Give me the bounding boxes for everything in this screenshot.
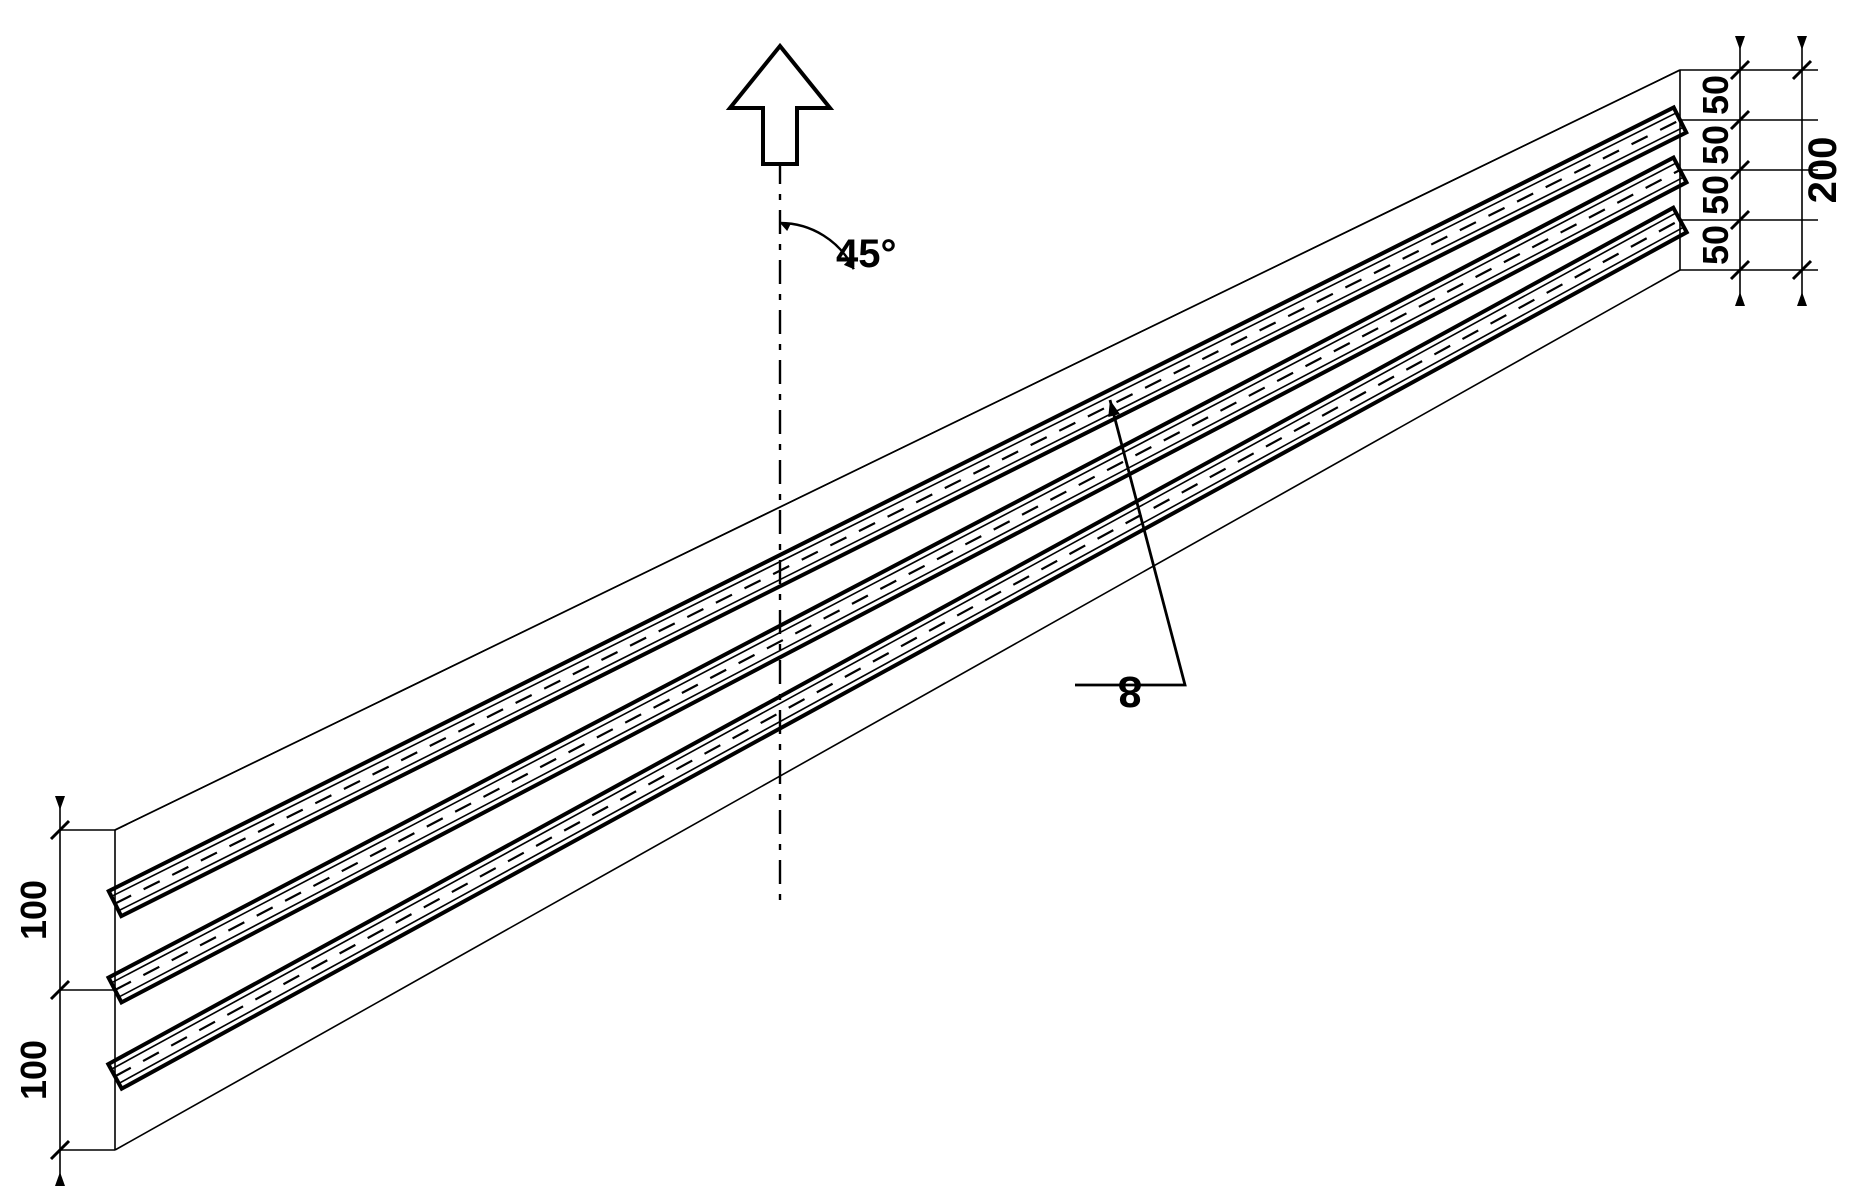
dim-right-label-1: 50 [1695, 125, 1736, 165]
callout-label: 8 [1118, 667, 1142, 716]
angle-label: 45° [836, 232, 897, 276]
bar-2 [109, 158, 1687, 1003]
panel-outline [115, 70, 1680, 1150]
dim-right-label-0: 50 [1695, 75, 1736, 115]
dim-left-label-0: 100 [13, 880, 54, 940]
flow-arrow-icon [730, 46, 830, 164]
dim-right-label-3: 50 [1695, 225, 1736, 265]
dim-right-overall-label: 200 [1801, 137, 1845, 204]
oblique-bars [108, 107, 1686, 1088]
dim-right-label-2: 50 [1695, 175, 1736, 215]
dim-left-label-1: 100 [13, 1040, 54, 1100]
